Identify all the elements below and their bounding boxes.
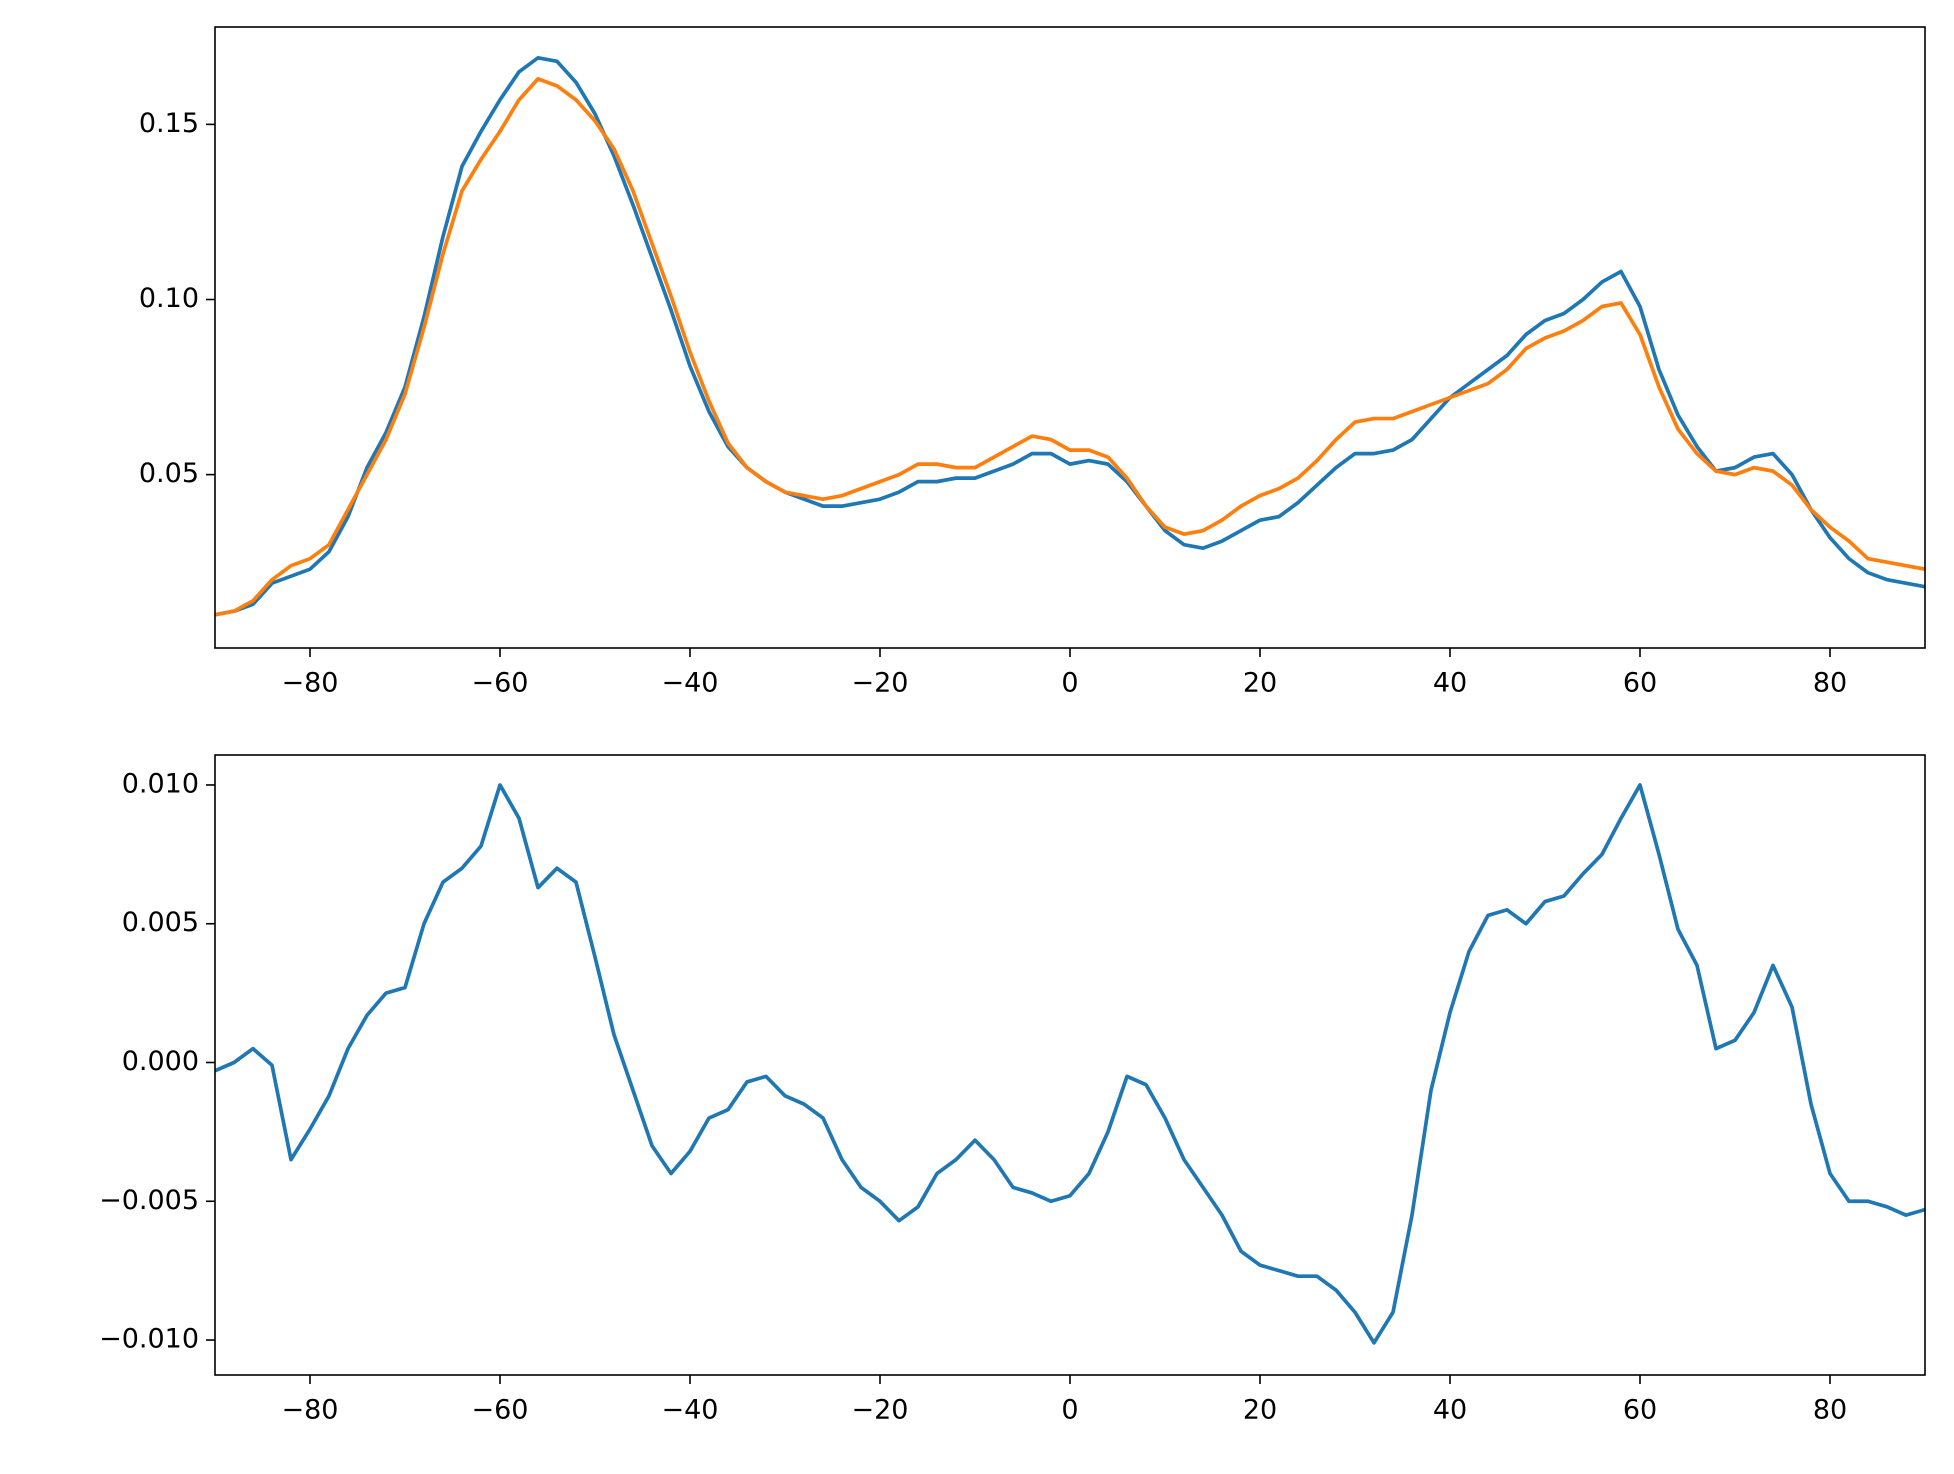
x-tick-label: −40 [662,668,719,699]
y-tick-label: 0.15 [139,108,199,139]
x-tick-label: −80 [282,668,339,699]
data-line [215,55,1925,617]
y-tick-label: −0.005 [99,1185,199,1216]
x-tick-label: −60 [472,1395,529,1426]
y-tick-label: 0.010 [122,768,199,799]
x-tick-label: −60 [472,668,529,699]
x-tick-label: −80 [282,1395,339,1426]
x-tick-label: −20 [852,1395,909,1426]
y-tick-label: 0.000 [122,1046,199,1077]
x-tick-label: 0 [1061,1395,1078,1426]
x-tick-label: 0 [1061,668,1078,699]
y-tick-label: 0.10 [139,283,199,314]
x-tick-label: 40 [1433,1395,1467,1426]
x-tick-label: 60 [1623,668,1657,699]
data-line [215,783,1925,1345]
y-tick-label: −0.010 [99,1324,199,1355]
x-tick-label: 80 [1813,1395,1847,1426]
y-tick-label: 0.05 [139,458,199,489]
data-line [215,76,1925,617]
x-tick-label: −20 [852,668,909,699]
x-tick-label: 80 [1813,668,1847,699]
x-tick-label: 20 [1243,1395,1277,1426]
y-tick-label: 0.005 [122,907,199,938]
x-tick-label: −40 [662,1395,719,1426]
x-tick-label: 20 [1243,668,1277,699]
x-tick-label: 60 [1623,1395,1657,1426]
axes-frame [214,754,1926,1376]
x-tick-label: 40 [1433,668,1467,699]
axes-frame [214,26,1926,649]
